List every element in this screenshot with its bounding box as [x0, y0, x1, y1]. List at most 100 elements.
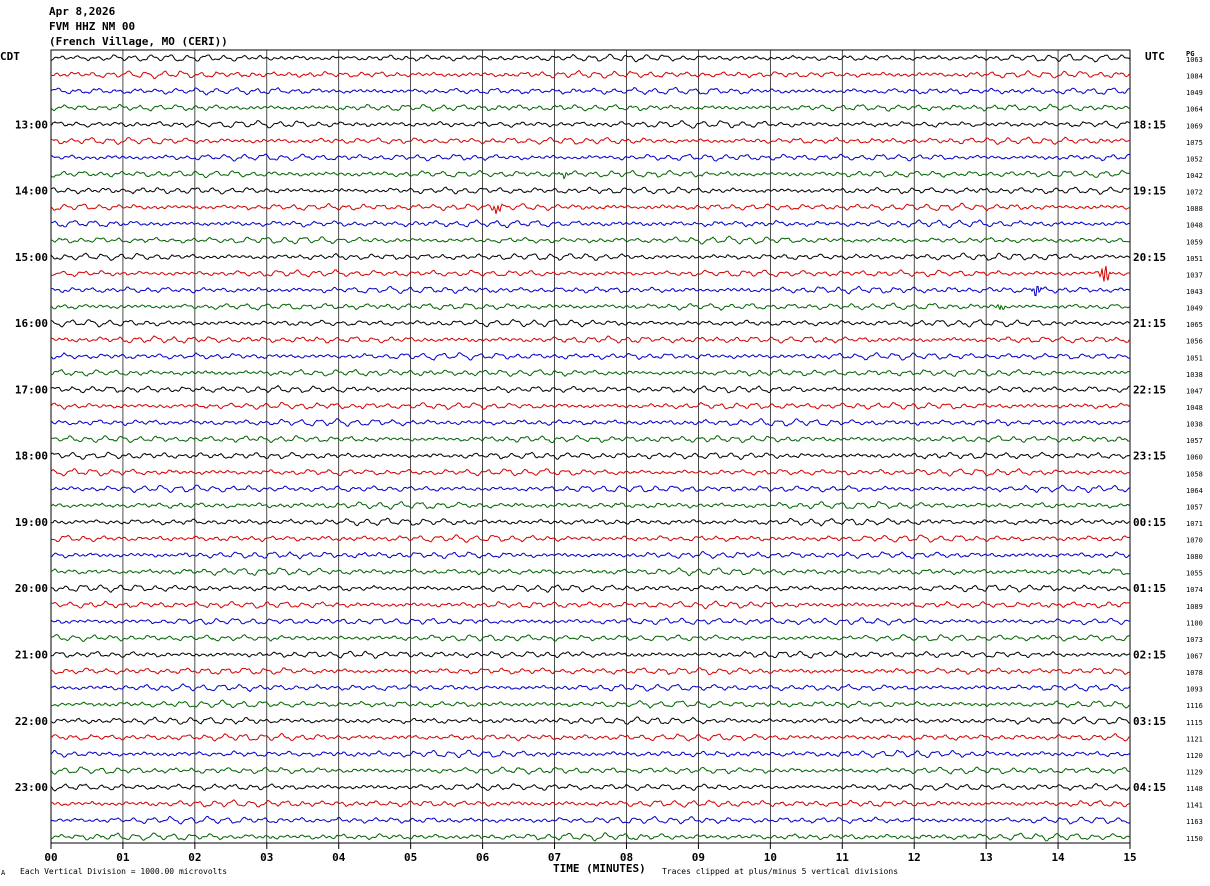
trace-row: [50, 468, 1130, 477]
row-value-label: 1058: [1186, 470, 1203, 478]
trace-row: [50, 103, 1131, 112]
trace-row: [50, 53, 1131, 63]
row-value-label: 1120: [1186, 752, 1203, 760]
trace-row: [50, 435, 1131, 444]
trace-row: [50, 352, 1131, 361]
hour-label-left: 20:00: [15, 582, 48, 595]
x-tick-label: 11: [836, 851, 850, 864]
row-value-label: 1121: [1186, 735, 1203, 743]
trace-row: [50, 484, 1131, 494]
trace-row: [50, 667, 1130, 676]
hour-label-left: 16:00: [15, 317, 48, 330]
hour-label-right: 21:15: [1133, 317, 1166, 330]
row-value-label: 1075: [1186, 139, 1203, 147]
trace-row: [50, 86, 1130, 96]
trace-row: [50, 136, 1131, 146]
trace-row: [50, 418, 1131, 427]
row-value-label: 1038: [1186, 421, 1203, 429]
row-value-label: 1043: [1186, 288, 1203, 296]
trace-row: [50, 318, 1131, 328]
row-value-label: 1069: [1186, 122, 1203, 130]
hour-label-right: 04:15: [1133, 781, 1166, 794]
x-tick-label: 10: [764, 851, 777, 864]
hour-label-left: 21:00: [15, 649, 48, 662]
trace-row: [50, 749, 1131, 759]
header-station: FVM HHZ NM 00: [49, 20, 136, 33]
trace-row: [50, 285, 1131, 297]
trace-row: [50, 335, 1131, 344]
trace-row: [50, 265, 1131, 282]
trace-row: [50, 69, 1131, 80]
row-value-label: 1088: [1186, 205, 1203, 213]
trace-row: [50, 169, 1131, 180]
trace-row: [50, 384, 1130, 394]
trace-row: [51, 235, 1131, 245]
x-tick-label: 02: [188, 851, 201, 864]
trace-row: [50, 732, 1131, 742]
hour-label-left: 22:00: [15, 715, 48, 728]
row-value-label: 1163: [1186, 818, 1203, 826]
row-value-label: 1057: [1186, 503, 1203, 511]
trace-row: [50, 815, 1131, 825]
trace-row: [50, 451, 1131, 461]
row-value-label: 1078: [1186, 669, 1203, 677]
row-value-label: 1129: [1186, 769, 1203, 777]
hour-label-right: 18:15: [1133, 118, 1166, 131]
hour-label-left: 17:00: [15, 383, 48, 396]
row-value-label: 1038: [1186, 371, 1203, 379]
row-value-label: 1080: [1186, 553, 1203, 561]
hour-label-left: 23:00: [15, 781, 48, 794]
scale-note: Each Vertical Division = 1000.00 microvo…: [20, 867, 228, 876]
hour-label-right: 22:15: [1133, 383, 1166, 396]
row-value-label: 1049: [1186, 89, 1203, 97]
footer-mark: A: [1, 869, 6, 877]
hour-label-right: 20:15: [1133, 251, 1166, 264]
row-value-label: 1048: [1186, 222, 1203, 230]
row-value-label: 1148: [1186, 785, 1203, 793]
row-value-label: 1089: [1186, 603, 1203, 611]
trace-row: [50, 716, 1131, 725]
trace-row: [50, 534, 1131, 543]
row-value-label: 1150: [1186, 835, 1203, 843]
trace-row: [50, 186, 1131, 196]
hour-label-left: 13:00: [15, 118, 48, 131]
hour-label-right: 19:15: [1133, 185, 1166, 198]
row-value-label: 1060: [1186, 454, 1203, 462]
row-value-label: 1084: [1186, 73, 1203, 81]
row-value-label: 1116: [1186, 702, 1203, 710]
row-value-label: 1047: [1186, 387, 1203, 395]
trace-row: [50, 202, 1131, 215]
x-tick-label: 01: [116, 851, 130, 864]
x-tick-label: 00: [44, 851, 57, 864]
row-value-label: 1064: [1186, 106, 1203, 114]
x-tick-label: 03: [260, 851, 273, 864]
hour-label-right: 00:15: [1133, 516, 1166, 529]
trace-row: [50, 302, 1131, 312]
x-tick-label: 13: [980, 851, 993, 864]
hour-label-left: 18:00: [15, 450, 48, 463]
trace-row: [50, 120, 1131, 129]
header-date: Apr 8,2026: [49, 5, 116, 18]
hour-label-right: 02:15: [1133, 649, 1166, 662]
x-tick-label: 05: [404, 851, 417, 864]
trace-row: [50, 766, 1131, 775]
row-value-label: 1037: [1186, 271, 1203, 279]
row-value-label: 1070: [1186, 537, 1203, 545]
row-value-label: 1071: [1186, 520, 1203, 528]
x-tick-label: 07: [548, 851, 561, 864]
row-value-label: 1056: [1186, 338, 1203, 346]
hour-label-left: 14:00: [15, 185, 48, 198]
trace-row: [50, 584, 1131, 593]
pg-column-header: PG: [1186, 50, 1195, 58]
trace-row: [50, 782, 1131, 792]
timezone-right-label: UTC: [1145, 50, 1165, 63]
row-value-label: 1048: [1186, 404, 1203, 412]
x-tick-label: 09: [692, 851, 705, 864]
hour-label-right: 01:15: [1133, 582, 1166, 595]
x-tick-label: 15: [1123, 851, 1136, 864]
x-axis-title: TIME (MINUTES): [553, 862, 646, 875]
row-value-label: 1049: [1186, 305, 1203, 313]
row-value-label: 1064: [1186, 487, 1203, 495]
row-value-label: 1065: [1186, 321, 1203, 329]
